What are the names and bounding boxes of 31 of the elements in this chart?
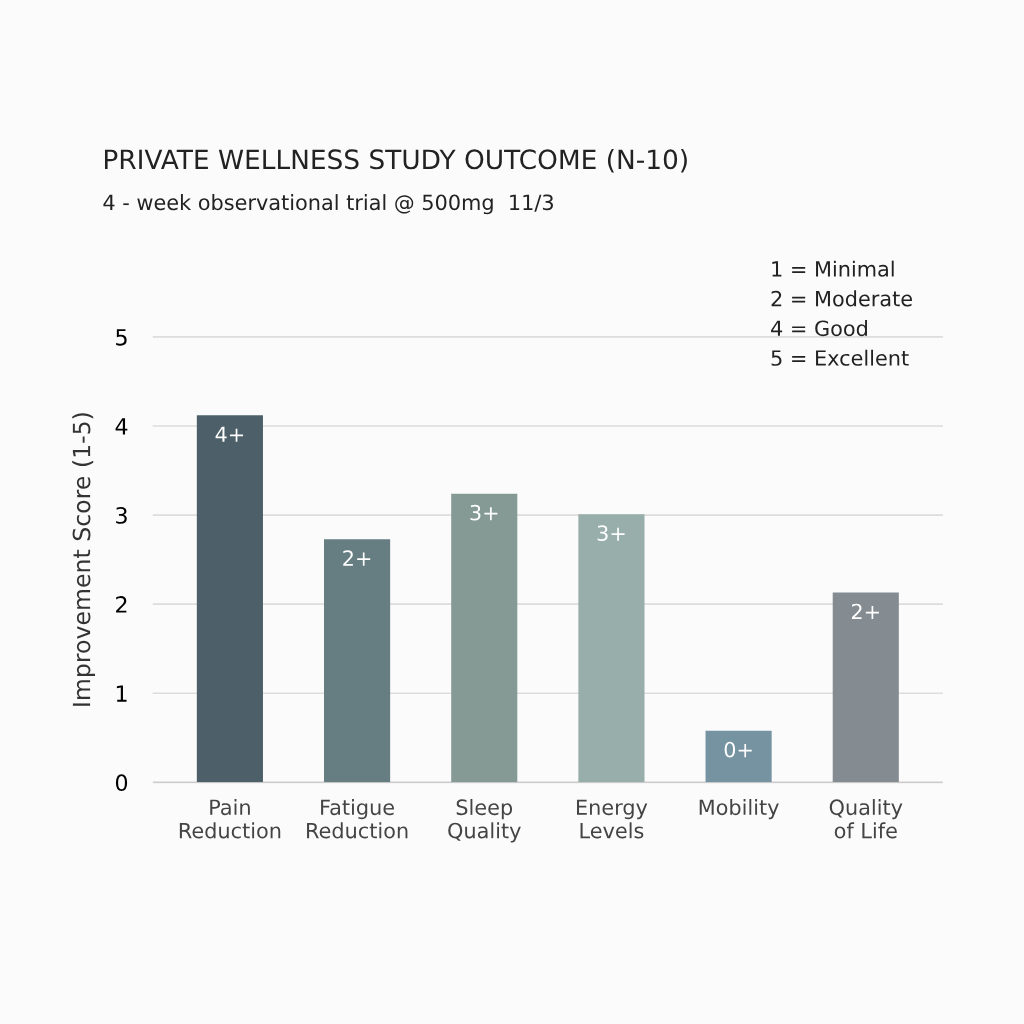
y-tick-label: 4 [115,418,128,435]
x-tick-label: Fatigue Reduction [307,799,408,839]
bar [196,415,263,783]
data-label: 2+ [343,550,371,566]
y-axis-title: Improvement Score (1-5) [72,413,96,706]
x-tick-label: Energy Levels [577,799,648,839]
text: 2 = Moderate [771,290,912,307]
bar [578,514,645,783]
data-label: 4+ [215,426,244,442]
text: 4 = Good [771,320,867,337]
data-label: 2+ [851,603,879,620]
chart-subtitle: 4 - week observational trial @ 500mg 11/3 [103,194,553,215]
y-tick-label: 2 [116,596,127,613]
annotation: 5 = Excellent [771,349,909,366]
bar [451,493,518,783]
data-label: 0+ [724,741,752,758]
y-tick-label: 0 [115,774,128,792]
bar [832,592,899,783]
y-tick-label: 1 [116,685,127,702]
y-tick-label: 5 [116,329,127,346]
x-tick-label: Pain Reduction [179,799,281,839]
bar [705,730,772,783]
data-label: 3+ [470,504,498,521]
bar [324,539,391,783]
chart-title: PRIVATE WELLNESS STUDY OUTCOME (N-10) [104,148,687,173]
y-tick-label: 3 [116,507,127,524]
x-tick-label: Sleep Quality [448,799,521,843]
text: 1 = Minimal [772,260,894,277]
x-tick-label: Quality of Life [829,799,903,839]
data-label: 3+ [597,525,625,541]
x-tick-label: Mobility [699,799,779,820]
